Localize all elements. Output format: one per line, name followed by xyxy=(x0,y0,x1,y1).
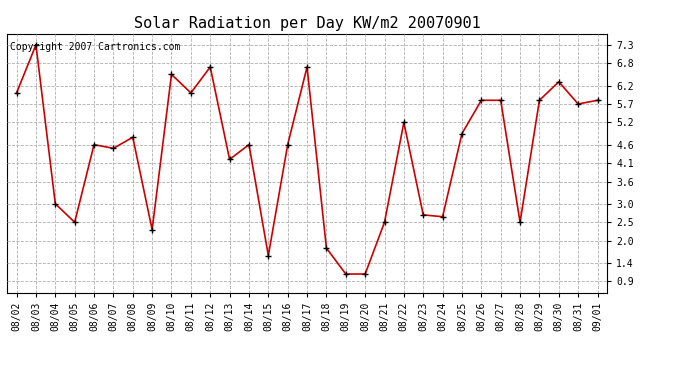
Title: Solar Radiation per Day KW/m2 20070901: Solar Radiation per Day KW/m2 20070901 xyxy=(134,16,480,31)
Text: Copyright 2007 Cartronics.com: Copyright 2007 Cartronics.com xyxy=(10,42,180,51)
